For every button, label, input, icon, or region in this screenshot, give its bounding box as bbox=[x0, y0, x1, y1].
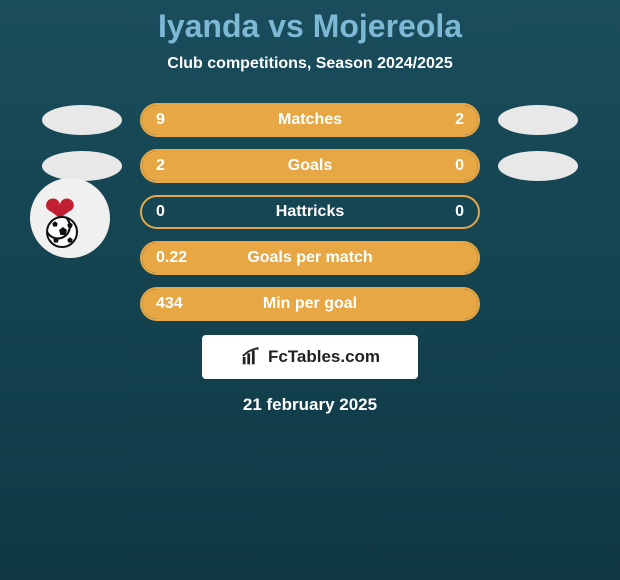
subtitle: Club competitions, Season 2024/2025 bbox=[0, 55, 620, 73]
stat-bar: 0.22 Goals per match bbox=[140, 241, 480, 275]
stat-bar: 2 Goals 0 bbox=[140, 149, 480, 183]
club-logo: ❤ bbox=[30, 178, 110, 258]
player-badge-left bbox=[42, 105, 122, 135]
brand-text: FcTables.com bbox=[268, 347, 380, 367]
brand-panel[interactable]: FcTables.com bbox=[202, 335, 418, 379]
stat-label: Goals bbox=[288, 157, 332, 175]
stat-label: Min per goal bbox=[263, 295, 357, 313]
stat-row: 434 Min per goal bbox=[0, 287, 620, 321]
stat-value-left: 0.22 bbox=[156, 249, 187, 267]
stat-value-right: 2 bbox=[455, 111, 464, 129]
stat-value-right: 0 bbox=[455, 203, 464, 221]
stat-label: Matches bbox=[278, 111, 342, 129]
stat-bar: 434 Min per goal bbox=[140, 287, 480, 321]
bar-fill-left bbox=[142, 105, 404, 135]
stat-value-left: 9 bbox=[156, 111, 165, 129]
date-label: 21 february 2025 bbox=[0, 395, 620, 415]
stat-value-left: 434 bbox=[156, 295, 183, 313]
page-title: Iyanda vs Mojereola bbox=[0, 8, 620, 45]
player-badge-right bbox=[498, 105, 578, 135]
stat-value-right: 0 bbox=[455, 157, 464, 175]
chart-icon bbox=[240, 346, 262, 368]
stat-value-left: 0 bbox=[156, 203, 165, 221]
player-badge-right bbox=[498, 151, 578, 181]
player-badge-left bbox=[42, 151, 122, 181]
stat-row: 2 Goals 0 bbox=[0, 149, 620, 183]
stat-bar: 0 Hattricks 0 bbox=[140, 195, 480, 229]
football-icon bbox=[46, 216, 78, 248]
stat-row: 9 Matches 2 bbox=[0, 103, 620, 137]
bar-fill-right bbox=[404, 105, 478, 135]
stat-label: Goals per match bbox=[247, 249, 372, 267]
stat-value-left: 2 bbox=[156, 157, 165, 175]
stat-bar: 9 Matches 2 bbox=[140, 103, 480, 137]
stat-label: Hattricks bbox=[276, 203, 344, 221]
